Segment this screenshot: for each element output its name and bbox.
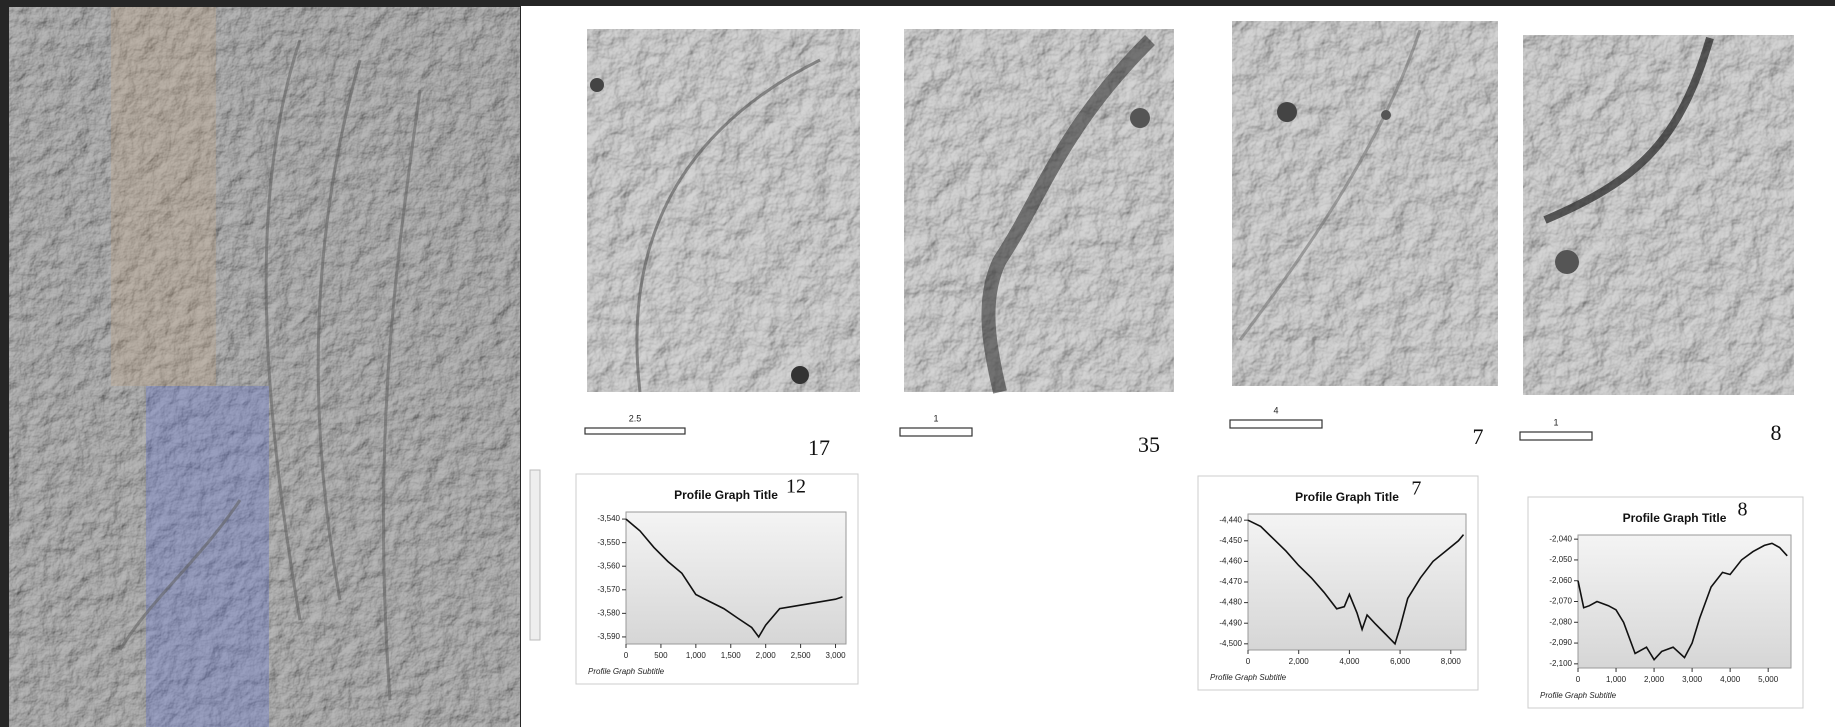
x-tick-label: 2,500	[791, 651, 812, 660]
x-tick-label: 0	[1576, 675, 1581, 684]
y-tick-label: -3,560	[597, 561, 620, 570]
x-tick-label: 2,000	[1644, 675, 1665, 684]
x-tick-label: 500	[654, 651, 668, 660]
y-tick-label: -3,540	[597, 514, 620, 523]
plot-area	[1578, 535, 1791, 668]
panel-number: 8	[1771, 420, 1782, 445]
x-tick-label: 1,500	[721, 651, 742, 660]
map-panel	[1232, 21, 1498, 386]
map-panel	[587, 29, 860, 392]
y-tick-label: -4,440	[1219, 515, 1242, 524]
left-image	[9, 7, 520, 727]
y-tick-label: -4,480	[1219, 598, 1242, 607]
y-tick-label: -2,090	[1549, 638, 1572, 647]
y-tick-label: -2,070	[1549, 597, 1572, 606]
page: 2.5 1 4 1 17 35 7 8 Profile Graph Title 1…	[0, 0, 1835, 727]
y-tick-label: -3,550	[597, 538, 620, 547]
scale-label: 1	[933, 413, 938, 423]
y-tick-label: -2,100	[1549, 659, 1572, 668]
x-tick-label: 2,000	[756, 651, 777, 660]
plot-area	[626, 512, 846, 644]
map-panel	[904, 29, 1174, 392]
plot-area	[1248, 514, 1466, 650]
x-tick-label: 0	[624, 651, 629, 660]
y-tick-label: -4,500	[1219, 639, 1242, 648]
panel-number: 17	[808, 435, 830, 460]
side-strip	[530, 470, 540, 640]
y-tick-label: -2,060	[1549, 576, 1572, 585]
graph-title: Profile Graph Title	[1623, 511, 1727, 525]
x-tick-label: 0	[1246, 657, 1251, 666]
scale-label: 2.5	[629, 413, 642, 423]
x-tick-label: 2,000	[1289, 657, 1310, 666]
x-tick-label: 8,000	[1441, 657, 1462, 666]
graph-subtitle: Profile Graph Subtitle	[1540, 691, 1617, 700]
x-tick-label: 1,000	[1606, 675, 1627, 684]
y-tick-label: -2,040	[1549, 534, 1572, 543]
x-tick-label: 3,000	[826, 651, 847, 660]
graph-title: Profile Graph Title	[674, 488, 778, 502]
x-tick-label: 4,000	[1720, 675, 1741, 684]
y-tick-label: -3,570	[597, 585, 620, 594]
y-tick-label: -2,080	[1549, 617, 1572, 626]
y-tick-label: -4,450	[1219, 536, 1242, 545]
panel-number: 35	[1138, 432, 1160, 457]
graph-subtitle: Profile Graph Subtitle	[1210, 673, 1287, 682]
graph-label: 8	[1738, 499, 1748, 521]
x-tick-label: 1,000	[686, 651, 707, 660]
x-tick-label: 4,000	[1339, 657, 1360, 666]
y-tick-label: -2,050	[1549, 555, 1572, 564]
y-tick-label: -4,460	[1219, 557, 1242, 566]
y-tick-label: -4,470	[1219, 577, 1242, 586]
graph-label: 12	[786, 476, 806, 498]
scale-label: 4	[1273, 405, 1278, 415]
y-tick-label: -4,490	[1219, 618, 1242, 627]
graph-title: Profile Graph Title	[1295, 490, 1399, 504]
map-panel	[1523, 35, 1794, 395]
graph-label: 7	[1411, 478, 1421, 500]
x-tick-label: 5,000	[1758, 675, 1779, 684]
scale-label: 1	[1553, 417, 1558, 427]
x-tick-label: 6,000	[1390, 657, 1411, 666]
panel-number: 7	[1473, 424, 1484, 449]
figure: 2.5 1 4 1 17 35 7 8 Profile Graph Title 1…	[0, 0, 1835, 727]
graph-subtitle: Profile Graph Subtitle	[588, 667, 665, 676]
x-tick-label: 3,000	[1682, 675, 1703, 684]
y-tick-label: -3,580	[597, 608, 620, 617]
y-tick-label: -3,590	[597, 632, 620, 641]
